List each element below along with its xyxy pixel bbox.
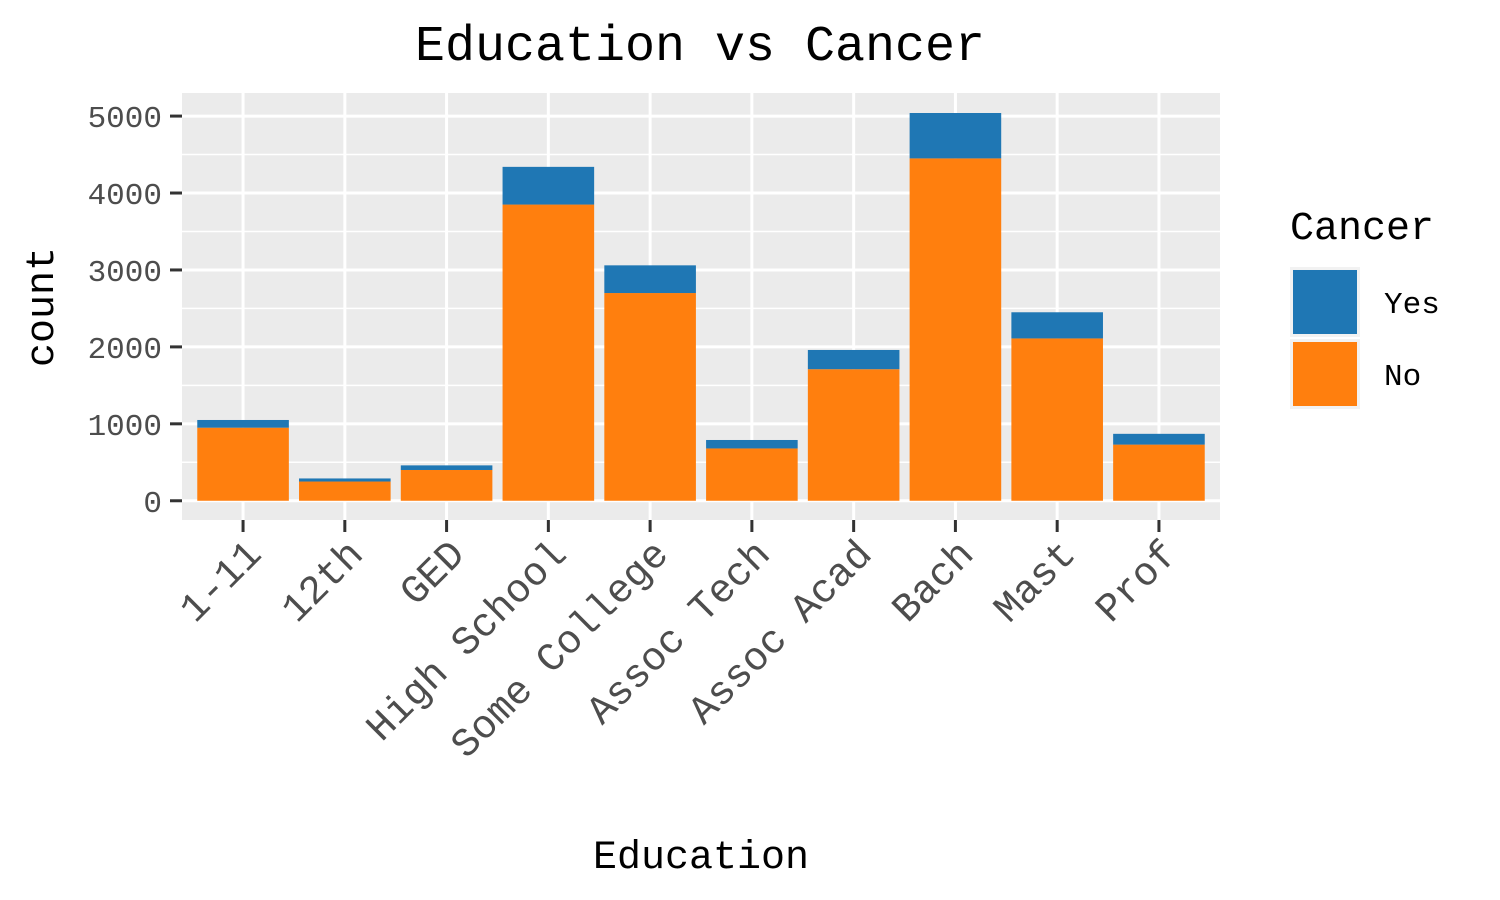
bar-segment <box>807 369 900 501</box>
y-axis-title: count <box>21 247 66 367</box>
legend-title: Cancer <box>1290 207 1434 252</box>
legend-items: Yes No <box>1290 267 1440 409</box>
bar-segment <box>706 439 798 449</box>
y-tick-label: 1000 <box>88 410 162 445</box>
y-axis: 0 1000 2000 3000 4000 5000 <box>88 102 182 522</box>
x-tick-label: GED <box>393 533 476 616</box>
bar-segment <box>706 448 798 501</box>
bar-segment <box>807 349 900 370</box>
y-tick-label: 3000 <box>88 256 162 291</box>
bar-segment <box>502 166 595 205</box>
x-tick-label: 12th <box>274 533 374 633</box>
legend: Cancer Yes No <box>1290 207 1440 409</box>
legend-label: Yes <box>1384 288 1440 323</box>
bar-segment <box>197 427 289 501</box>
legend-label: No <box>1384 360 1421 395</box>
bar-segment <box>1113 433 1205 445</box>
x-tick-label: 1-11 <box>173 533 273 633</box>
bars <box>197 113 1205 501</box>
bar-segment <box>1011 312 1103 339</box>
bar-segment <box>1011 338 1103 501</box>
y-tick-label: 0 <box>143 487 162 522</box>
bar-segment <box>604 265 696 294</box>
bar-segment <box>502 204 595 501</box>
chart-title: Education vs Cancer <box>415 19 985 76</box>
bar-segment <box>909 158 1002 501</box>
legend-swatch <box>1293 342 1357 406</box>
y-tick-label: 5000 <box>88 102 162 137</box>
x-axis-title: Education <box>593 836 809 881</box>
bar-segment <box>400 465 493 470</box>
y-tick-label: 2000 <box>88 333 162 368</box>
x-tick-label: Mast <box>987 533 1087 633</box>
x-tick-label: Prof <box>1088 533 1188 633</box>
bar-segment <box>1113 444 1205 501</box>
bar-segment <box>909 113 1002 159</box>
bar-segment <box>400 469 493 501</box>
legend-swatch <box>1293 270 1357 334</box>
bar-segment <box>299 478 391 482</box>
x-tick-label: Bach <box>885 533 985 633</box>
y-tick-label: 4000 <box>88 179 162 214</box>
bar-segment <box>299 481 391 501</box>
bar-segment <box>604 293 696 501</box>
bar-segment <box>197 419 289 428</box>
